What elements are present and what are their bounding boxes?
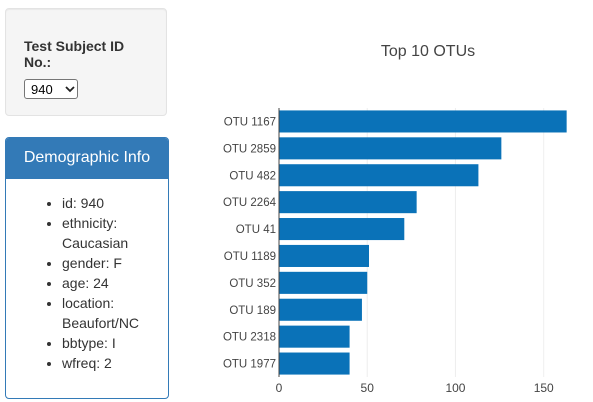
bar-otu-2264 [279, 191, 417, 214]
y-tick-label: OTU 2859 [223, 143, 276, 155]
bar-otu-1167 [279, 110, 567, 133]
bar-otu-41 [279, 218, 405, 241]
top-otus-chart: Top 10 OTUs 0 50 100 150 OTU 1167 OTU 2859 OTU … [190, 30, 590, 402]
demographic-item: wfreq: 2 [62, 353, 168, 373]
demographic-item: age: 24 [62, 273, 168, 293]
bar-otu-2859 [279, 137, 502, 160]
y-tick-label: OTU 1189 [224, 251, 276, 263]
demographic-item: bbtype: I [62, 333, 168, 353]
demographic-info-title: Demographic Info [6, 138, 168, 179]
subject-id-selected-value: 940 [31, 81, 53, 97]
chevron-down-icon [63, 79, 77, 99]
x-tick-label: 150 [534, 381, 554, 395]
y-tick-label: OTU 189 [229, 305, 276, 317]
demographic-item: gender: F [62, 253, 168, 273]
bar-otu-1977 [279, 352, 350, 375]
y-tick-label: OTU 1167 [224, 116, 276, 128]
demographic-item: ethnicity: Caucasian [62, 213, 168, 253]
bar-otu-1189 [279, 244, 369, 267]
y-tick-label: OTU 2318 [223, 332, 276, 344]
y-tick-label: OTU 482 [229, 170, 276, 182]
subject-id-select[interactable]: 940 [24, 79, 78, 99]
chart-title: Top 10 OTUs [381, 43, 475, 60]
subject-id-label: Test Subject ID No.: [24, 38, 125, 70]
bar-otu-352 [279, 271, 368, 294]
bar-otu-189 [279, 298, 362, 321]
demographic-info-list: id: 940ethnicity: Caucasiangender: Fage:… [6, 179, 168, 373]
y-tick-label: OTU 1977 [223, 359, 276, 371]
x-tick-label: 0 [276, 381, 283, 395]
demographic-item: id: 940 [62, 193, 168, 213]
y-tick-label: OTU 352 [229, 278, 276, 290]
top-otus-chart-svg: Top 10 OTUs 0 50 100 150 OTU 1167 OTU 2859 OTU … [223, 43, 567, 395]
bar-otu-2318 [279, 325, 350, 348]
y-tick-label: OTU 2264 [223, 197, 277, 209]
subject-selector-panel: Test Subject ID No.: 940 [5, 8, 167, 116]
y-tick-label: OTU 41 [236, 224, 276, 236]
x-tick-label: 100 [445, 381, 465, 395]
demographic-info-panel: Demographic Info id: 940ethnicity: Cauca… [5, 137, 169, 399]
demographic-item: location: Beaufort/NC [62, 293, 168, 333]
bar-otu-482 [279, 164, 479, 187]
x-tick-label: 50 [361, 381, 375, 395]
